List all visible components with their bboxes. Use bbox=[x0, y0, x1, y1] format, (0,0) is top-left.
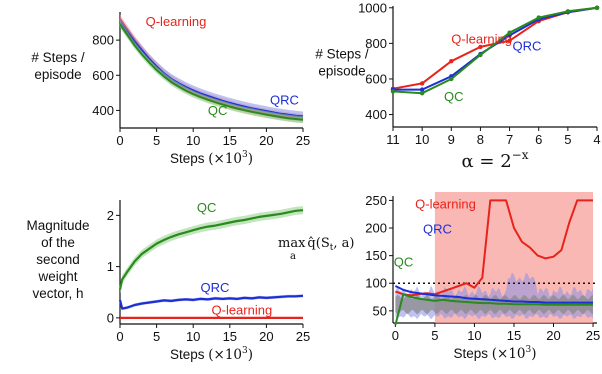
x-tick-label: 20 bbox=[546, 328, 560, 343]
point-qc bbox=[565, 9, 571, 14]
x-tick-label: 0 bbox=[392, 328, 399, 343]
point-qc bbox=[594, 5, 600, 10]
x-tick-label: 20 bbox=[259, 133, 273, 148]
y-tick-label: 1 bbox=[107, 259, 114, 274]
point-qrc bbox=[419, 87, 425, 92]
x-tick-label: 20 bbox=[259, 329, 273, 344]
y-tick-label: 800 bbox=[92, 33, 114, 48]
band-qc bbox=[120, 206, 303, 294]
y-tick-label: 50 bbox=[373, 303, 387, 318]
y-tick-label: 0 bbox=[107, 310, 114, 325]
y-axis-label-sub: a bbox=[290, 251, 296, 262]
series-line-qc bbox=[392, 6, 598, 95]
x-tick-label: 15 bbox=[507, 328, 521, 343]
y-axis-label: # Steps / episode bbox=[31, 50, 85, 82]
x-tick-label: 5 bbox=[564, 132, 571, 147]
y-tick-label: 100 bbox=[365, 276, 387, 291]
x-axis-label: Steps (×103) bbox=[453, 345, 536, 362]
series-label-qrc: QRC bbox=[270, 92, 299, 107]
series-line-qc bbox=[394, 293, 593, 326]
x-tick-label: 7 bbox=[506, 132, 513, 147]
y-tick-label: 600 bbox=[365, 71, 387, 86]
point-qlearning bbox=[507, 38, 512, 43]
x-tick-label: 8 bbox=[477, 132, 484, 147]
x-tick-label: 25 bbox=[296, 329, 310, 344]
x-tick-label: 5 bbox=[153, 133, 160, 148]
y-tick-label: 600 bbox=[92, 68, 114, 83]
point-qc bbox=[419, 90, 425, 96]
series-label-qlearning: Q-learning bbox=[451, 31, 512, 46]
x-tick-label: 10 bbox=[186, 329, 200, 344]
x-tick-label: 10 bbox=[467, 328, 481, 343]
x-tick-label: 5 bbox=[431, 328, 438, 343]
series-label-qrc: QRC bbox=[201, 280, 230, 295]
x-tick-label: 10 bbox=[415, 132, 429, 147]
y-tick-label: 800 bbox=[365, 36, 387, 51]
series-line-qc bbox=[119, 23, 304, 121]
x-tick-label: 0 bbox=[116, 133, 123, 148]
panel-steps-per-episode: 0 5 10 15 20 25 400 600 800 Q-learning QRC QC # Step… bbox=[31, 12, 310, 167]
x-tick-label: 25 bbox=[586, 328, 600, 343]
y-tick-label: 1000 bbox=[358, 0, 387, 15]
point-qc bbox=[449, 76, 454, 82]
series-label-qc: QC bbox=[394, 255, 414, 270]
point-qlearning bbox=[478, 44, 483, 50]
x-tick-label: 10 bbox=[186, 133, 200, 148]
point-qc bbox=[478, 52, 483, 58]
panel-weight-magnitude: 0 5 10 15 20 25 0 1 2 QC QRC Q-learning Magnitude of … bbox=[26, 200, 310, 363]
y-tick-label: 150 bbox=[365, 248, 387, 263]
x-axis-label: Steps (×103) bbox=[170, 346, 253, 363]
series-label-qc: QC bbox=[444, 89, 464, 104]
series-line-qrc bbox=[118, 294, 304, 310]
y-axis-label: Magnitude of the second weight vector, h bbox=[26, 218, 89, 301]
y-axis-label: # Steps / episode bbox=[315, 47, 369, 79]
point-qc bbox=[536, 15, 541, 20]
x-tick-label: 15 bbox=[223, 329, 237, 344]
x-tick-label: 6 bbox=[535, 132, 542, 147]
x-tick-label: 0 bbox=[116, 329, 123, 344]
series-label-qc: QC bbox=[197, 200, 217, 215]
point-qlearning bbox=[419, 81, 425, 86]
series-label-qlearning: Q-learning bbox=[415, 197, 476, 212]
y-tick-label: 400 bbox=[365, 107, 387, 122]
point-qc bbox=[390, 89, 396, 94]
panel-max-q-value: 0 5 10 15 20 25 50 100 150 200 250 Q-learning QRC QC m… bbox=[278, 192, 600, 362]
x-tick-label: 25 bbox=[296, 133, 310, 148]
y-tick-label: 400 bbox=[92, 103, 114, 118]
series-label-qrc: QRC bbox=[512, 38, 541, 53]
x-tick-label: 5 bbox=[153, 329, 160, 344]
y-tick-label: 2 bbox=[107, 208, 114, 223]
series-line-qlearning bbox=[395, 199, 593, 297]
point-qlearning bbox=[449, 58, 454, 64]
y-axis-label: max q̂(St, a) bbox=[278, 236, 354, 253]
series-line-qc bbox=[118, 209, 304, 290]
y-tick-label: 200 bbox=[365, 221, 387, 236]
band-qc bbox=[120, 20, 303, 124]
series-label-qlearning: Q-learning bbox=[146, 14, 207, 29]
series-line-qlearning bbox=[392, 6, 598, 90]
x-tick-label: 11 bbox=[386, 132, 400, 147]
y-tick-label: 250 bbox=[365, 193, 387, 208]
x-tick-label: 15 bbox=[223, 133, 237, 148]
series-label-qrc: QRC bbox=[423, 222, 452, 237]
point-qc bbox=[507, 30, 512, 35]
series-label-qlearning: Q-learning bbox=[212, 302, 273, 317]
x-axis-label: Steps (×103) bbox=[170, 150, 253, 167]
series-line-qrc bbox=[394, 285, 593, 304]
series-label-qc: QC bbox=[208, 103, 228, 118]
x-tick-label: 4 bbox=[593, 132, 600, 147]
panel-alpha-sweep: 11 10 9 8 7 6 5 4 400 600 800 1000 Q-learning QRC QC # … bbox=[315, 0, 600, 172]
x-axis-label: α = 2−x bbox=[462, 148, 529, 172]
series-line-qrc bbox=[393, 6, 598, 91]
x-tick-label: 9 bbox=[448, 132, 455, 147]
